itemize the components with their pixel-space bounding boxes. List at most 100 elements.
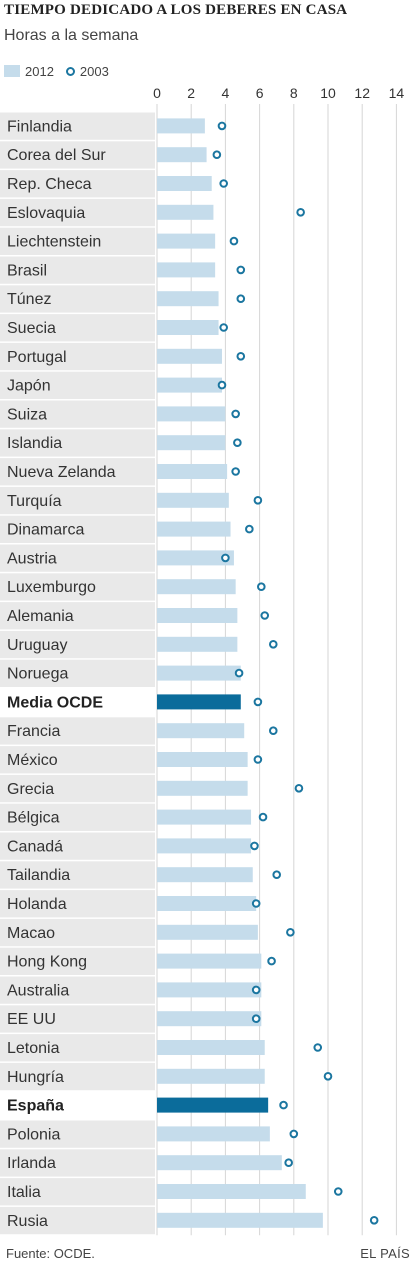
marker-2003 [267,956,276,966]
category-label: Media OCDE [7,694,103,711]
category-row-bg [0,746,155,774]
marker-2003 [268,726,278,736]
bar-2012 [157,320,219,335]
bar-2012 [157,406,226,422]
bar-2012 [157,723,245,739]
category-label: Australia [7,982,69,999]
marker-2003 [272,870,282,880]
legend-swatch-2012 [4,65,20,77]
category-label: Letonia [7,1040,60,1057]
category-row-bg [0,544,155,572]
category-label: Finlandia [7,118,72,135]
bar-2012 [157,1212,323,1228]
category-label: Austria [7,550,57,567]
category-label: Brasil [7,262,47,279]
legend-marker-2003 [65,66,75,76]
marker-2003 [251,899,261,908]
bar-2012 [157,291,219,307]
category-row-bg [0,717,155,745]
category-label: Uruguay [7,637,67,654]
marker-2003 [245,524,254,534]
category-row-bg [0,602,155,630]
category-row-bg [0,515,155,543]
category-row-bg [0,659,155,687]
marker-2003 [286,928,295,937]
category-row-bg [0,198,155,227]
category-label: Rep. Checa [7,176,92,193]
x-tick-label: 2 [187,85,195,101]
marker-2003 [333,1187,343,1196]
category-label: Irlanda [7,1155,56,1172]
marker-2003 [250,841,259,851]
marker-2003 [251,985,261,995]
marker-2003 [369,1216,379,1225]
marker-2003 [253,697,263,707]
category-label: Hungría [7,1069,64,1086]
bar-2012 [157,896,257,911]
bar-chart: 0 2 4 6 8 10 12 14 Finlandia Corea del Sur Rep. Ch… [0,85,404,1236]
bar-2012 [157,579,236,595]
bar-2012 [157,780,248,796]
marker-2003 [251,1014,261,1024]
marker-2003 [253,755,263,764]
category-row-bg [0,256,155,284]
category-label: México [7,752,58,769]
marker-2003 [257,582,266,592]
x-tick-label: 6 [256,85,264,101]
category-row-bg [0,458,155,486]
category-row-bg [0,342,155,371]
publisher-brand: EL PAÍS [360,1246,410,1261]
marker-2003 [296,208,305,217]
chart-title: TIEMPO DEDICADO A LOS DEBERES EN CASA [4,2,348,18]
category-row-bg [0,371,155,399]
bar-2012 [157,262,216,278]
bar-2012 [157,1040,265,1055]
marker-2003 [234,668,244,678]
marker-2003 [219,323,228,332]
bar-2012 [157,233,216,249]
category-row-bg [0,227,155,255]
bar-2012 [157,464,228,479]
category-row-bg [0,573,155,601]
category-row-bg [0,1120,155,1148]
category-row-bg [0,947,155,975]
bar-2012 [157,204,214,220]
marker-2003 [279,1100,288,1110]
category-row-bg [0,803,155,831]
category-row-bg [0,1206,155,1235]
bar-2012 [157,492,229,508]
bar-2012 [157,348,222,364]
category-row-bg [0,285,155,313]
legend-label-2012: 2012 [25,63,54,79]
category-row-bg [0,314,155,342]
category-row-bg [0,688,155,716]
category-row-bg [0,832,155,860]
category-row-bg [0,400,155,428]
bar-2012 [157,1011,262,1027]
category-label: Túnez [7,291,51,308]
bar-2012 [157,377,222,393]
category-label: Noruega [7,666,68,683]
marker-2003 [268,640,278,649]
marker-2003 [253,496,263,505]
marker-2003 [233,438,242,448]
category-row-bg [0,141,155,169]
category-label: Dinamarca [7,522,84,539]
bar-2012 [157,809,252,825]
category-label: Holanda [7,896,67,913]
marker-2003 [323,1072,333,1081]
category-row-bg [0,774,155,803]
category-row-bg [0,861,155,889]
marker-2003 [212,150,222,159]
category-row-bg [0,1034,155,1062]
marker-2003 [236,265,246,275]
category-label: Canadá [7,838,63,855]
category-label: Luxemburgo [7,579,96,596]
category-label: Turquía [7,493,62,510]
category-row-bg [0,112,155,140]
bar-2012 [157,1155,282,1171]
category-label: Grecia [7,781,54,798]
bar-2012 [157,924,258,940]
x-tick-label: 12 [354,85,370,101]
category-label: Japón [7,378,51,395]
